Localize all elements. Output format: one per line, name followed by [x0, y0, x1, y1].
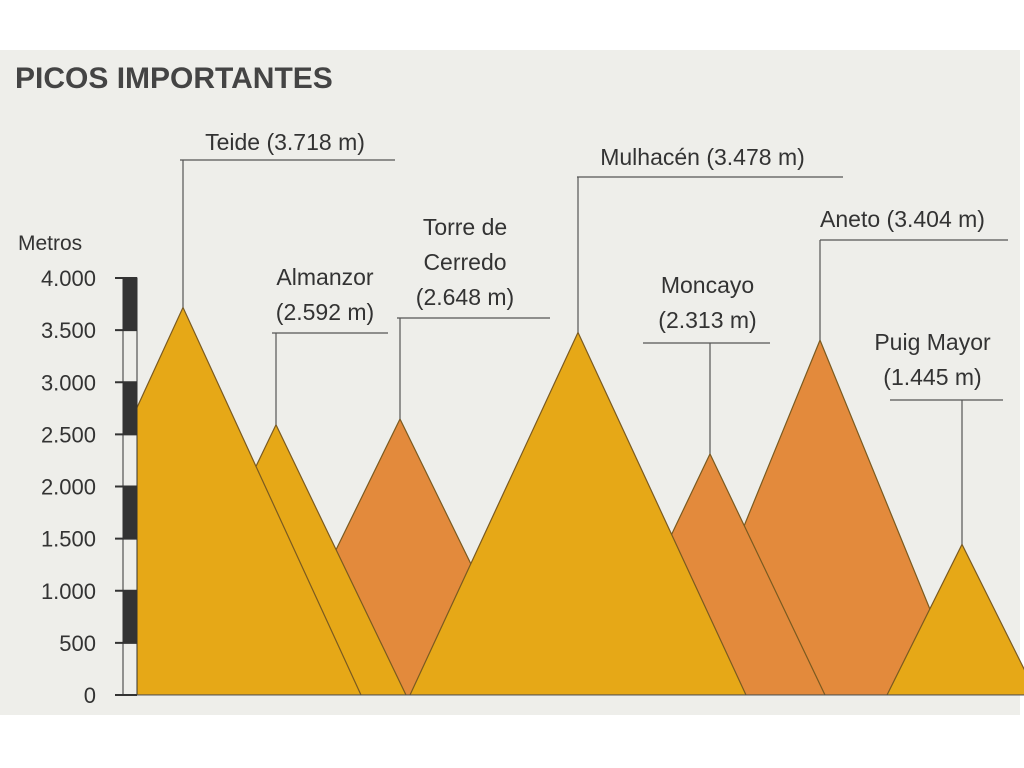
peak-label: Mulhacén (3.478 m) — [565, 140, 840, 175]
peak-name: Mulhacén — [600, 144, 700, 170]
y-tick-label: 2.000 — [41, 475, 96, 500]
scale-segment — [122, 538, 138, 592]
peak-height: (1.445 m) — [883, 364, 982, 390]
y-tick-label: 2.500 — [41, 422, 96, 447]
peak-label: Aneto (3.404 m) — [790, 202, 1015, 237]
y-tick-label: 500 — [59, 631, 96, 656]
peak-label: Teide (3.718 m) — [175, 125, 395, 160]
peak-name: Moncayo — [660, 272, 755, 298]
peak-label: Almanzor (2.592 m) — [255, 260, 395, 330]
y-tick-label: 1.000 — [41, 579, 96, 604]
y-tick-label: 4.000 — [41, 266, 96, 291]
peak-label: Puig Mayor (1.445 m) — [855, 325, 1010, 395]
mountain — [886, 543, 1024, 695]
peak-name: Puig Mayor — [874, 329, 991, 355]
y-axis-label: Metros — [18, 232, 82, 255]
peak-height: (3.404 m) — [886, 206, 985, 232]
mountains — [137, 305, 1024, 695]
peak-name: Aneto — [820, 206, 881, 232]
scale-segment — [122, 277, 138, 331]
scale-segment — [122, 329, 138, 383]
peak-name: Teide — [205, 129, 261, 155]
scale-segment — [122, 486, 138, 540]
y-tick-label: 3.000 — [41, 370, 96, 395]
mountain — [409, 330, 747, 695]
chart-title: PICOS IMPORTANTES — [15, 62, 333, 95]
scale-segment — [122, 590, 138, 644]
peak-label: Moncayo (2.313 m) — [635, 268, 780, 338]
mountain — [137, 305, 362, 695]
y-tick-label: 0 — [84, 683, 96, 708]
y-tick-label: 1.500 — [41, 527, 96, 552]
peak-height: (3.718 m) — [266, 129, 365, 155]
peak-label: Torre de Cerredo (2.648 m) — [390, 210, 540, 315]
scale-segment — [122, 433, 138, 487]
peak-name: Torre de Cerredo — [422, 214, 508, 275]
peak-height: (2.313 m) — [658, 307, 757, 333]
peak-height: (2.648 m) — [415, 284, 515, 310]
y-tick-label: 3.500 — [41, 318, 96, 343]
scale-segment — [122, 642, 138, 696]
peak-name: Almanzor — [276, 264, 374, 290]
peak-height: (3.478 m) — [706, 144, 805, 170]
scale-segment — [122, 381, 138, 435]
peak-height: (2.592 m) — [275, 299, 375, 325]
